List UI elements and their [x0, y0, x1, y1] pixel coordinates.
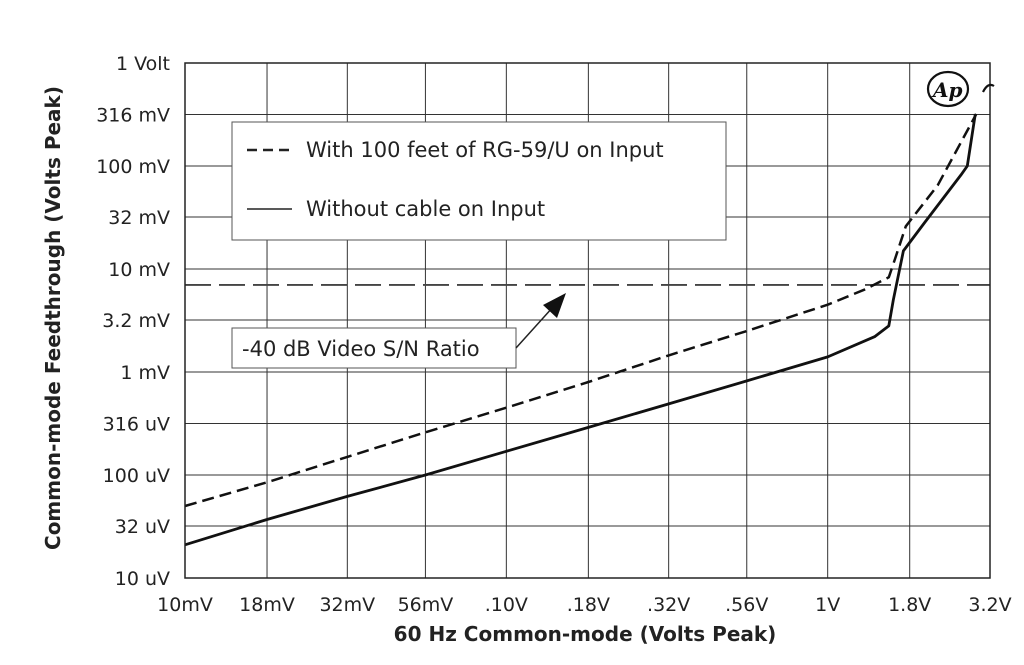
annotation-arrow-shaft [515, 306, 554, 349]
y-tick-label: 316 uV [103, 414, 170, 436]
x-tick-label: .56V [725, 594, 768, 616]
series-line-with-cable [184, 113, 978, 508]
legend: With 100 feet of RG-59/U on Input Withou… [231, 121, 727, 241]
annotation: -40 dB Video S/N Ratio [231, 293, 566, 369]
y-tick-label: 32 uV [115, 516, 170, 538]
x-tick-label: .10V [485, 594, 528, 616]
x-tick-label: .18V [567, 594, 610, 616]
y-tick-label: 100 mV [96, 156, 170, 178]
y-tick-label: 10 mV [108, 259, 170, 281]
legend-box [231, 121, 727, 241]
logo-tail [982, 83, 995, 93]
plot-frame [184, 62, 991, 579]
y-axis-title: Common-mode Feedthrough (Volts Peak) [41, 86, 65, 550]
y-tick-label: 32 mV [108, 207, 170, 229]
logo-text: Ap [931, 78, 963, 102]
y-tick-label: 1 Volt [116, 53, 170, 75]
series-group [184, 113, 978, 547]
x-tick-label: 56mV [398, 594, 454, 616]
y-tick-label: 10 uV [115, 568, 170, 590]
y-tick-label: 3.2 mV [102, 310, 170, 332]
y-tick-label: 100 uV [103, 465, 170, 487]
x-axis-title: 60 Hz Common-mode (Volts Peak) [394, 622, 777, 646]
x-tick-label: 1V [815, 594, 840, 616]
annotation-label: -40 dB Video S/N Ratio [242, 337, 480, 361]
annotation-arrowhead [543, 293, 566, 318]
x-tick-label: .32V [647, 594, 690, 616]
x-tick-label: 10mV [157, 594, 213, 616]
ap-logo: Ap [926, 70, 995, 108]
logo-ring [926, 70, 970, 108]
x-tick-label: 1.8V [888, 594, 931, 616]
x-tick-label: 32mV [319, 594, 375, 616]
series-line-without-cable [184, 113, 977, 547]
legend-label-dashed: With 100 feet of RG-59/U on Input [306, 138, 664, 162]
y-tick-labels: 10 uV 32 uV 100 uV 316 uV 1 mV 3.2 mV 10 mV 32 … [96, 53, 170, 590]
y-tick-label: 316 mV [96, 105, 170, 127]
legend-label-solid: Without cable on Input [306, 197, 545, 221]
y-tick-label: 1 mV [120, 362, 170, 384]
x-tick-labels: 10mV 18mV 32mV 56mV .10V .18V .32V .56V 1V 1.8V 3.… [157, 594, 1011, 616]
x-tick-label: 18mV [239, 594, 295, 616]
x-tick-label: 3.2V [968, 594, 1011, 616]
